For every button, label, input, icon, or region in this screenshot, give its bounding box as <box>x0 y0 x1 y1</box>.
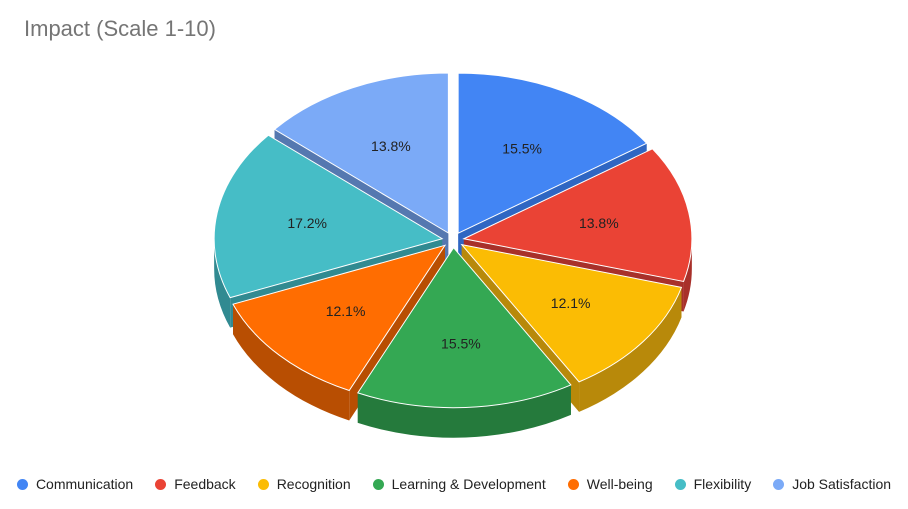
pie-slice[interactable] <box>462 148 693 283</box>
legend-swatch-icon <box>674 478 686 490</box>
legend-label: Job Satisfaction <box>792 476 892 492</box>
legend-swatch-icon <box>16 478 28 490</box>
legend-item[interactable]: Feedback <box>155 476 236 492</box>
legend-item[interactable]: Flexibility <box>674 476 752 492</box>
pie-slice-outer-wall <box>214 238 231 328</box>
legend-label: Flexibility <box>693 476 752 492</box>
legend-swatch-icon <box>372 478 384 490</box>
pie-slice-label: 15.5% <box>441 336 481 352</box>
pie-slice-label: 17.2% <box>287 215 327 231</box>
legend-item[interactable]: Learning & Development <box>372 476 546 492</box>
chart-title: Impact (Scale 1-10) <box>24 16 216 41</box>
pie-slice-label: 15.5% <box>502 140 542 156</box>
legend-swatch-icon <box>155 478 167 490</box>
pie-slice-label: 12.1% <box>326 303 366 319</box>
legend: Communication Feedback Recognition Learning… <box>0 476 908 492</box>
pie-slice[interactable] <box>213 134 444 299</box>
pie-slice-labels: 15.5% 13.8% 12.1% 15.5% 12.1% 17.2% 13.8% <box>287 138 618 352</box>
pie-slice-label: 12.1% <box>551 295 591 311</box>
pie-slice-outer-wall <box>357 384 571 438</box>
pie-slice[interactable] <box>457 72 648 234</box>
legend-label: Learning & Development <box>391 476 546 492</box>
pie-slice-outer-wall <box>233 304 350 421</box>
legend-swatch-icon <box>257 478 269 490</box>
pie-slice[interactable] <box>357 246 572 409</box>
legend-item[interactable]: Recognition <box>257 476 351 492</box>
legend-label: Communication <box>35 476 134 492</box>
legend-item[interactable]: Well-being <box>567 476 653 492</box>
pie-slice-outer-wall <box>683 238 692 312</box>
legend-label: Feedback <box>174 476 236 492</box>
pie-slice[interactable] <box>460 243 683 383</box>
pie-slice-label: 13.8% <box>579 215 619 231</box>
legend-swatch-icon <box>567 478 579 490</box>
pie-slice-tops <box>213 72 693 409</box>
legend-label: Recognition <box>276 476 351 492</box>
legend-item[interactable]: Communication <box>16 476 134 492</box>
pie-slice-label: 13.8% <box>371 138 411 154</box>
legend-swatch-icon <box>773 478 785 490</box>
pie-slice[interactable] <box>232 244 447 392</box>
legend-item[interactable]: Job Satisfaction <box>773 476 891 492</box>
legend-label: Well-being <box>586 476 653 492</box>
pie-slice-outer-wall <box>579 287 682 412</box>
pie-slice[interactable] <box>273 72 449 234</box>
